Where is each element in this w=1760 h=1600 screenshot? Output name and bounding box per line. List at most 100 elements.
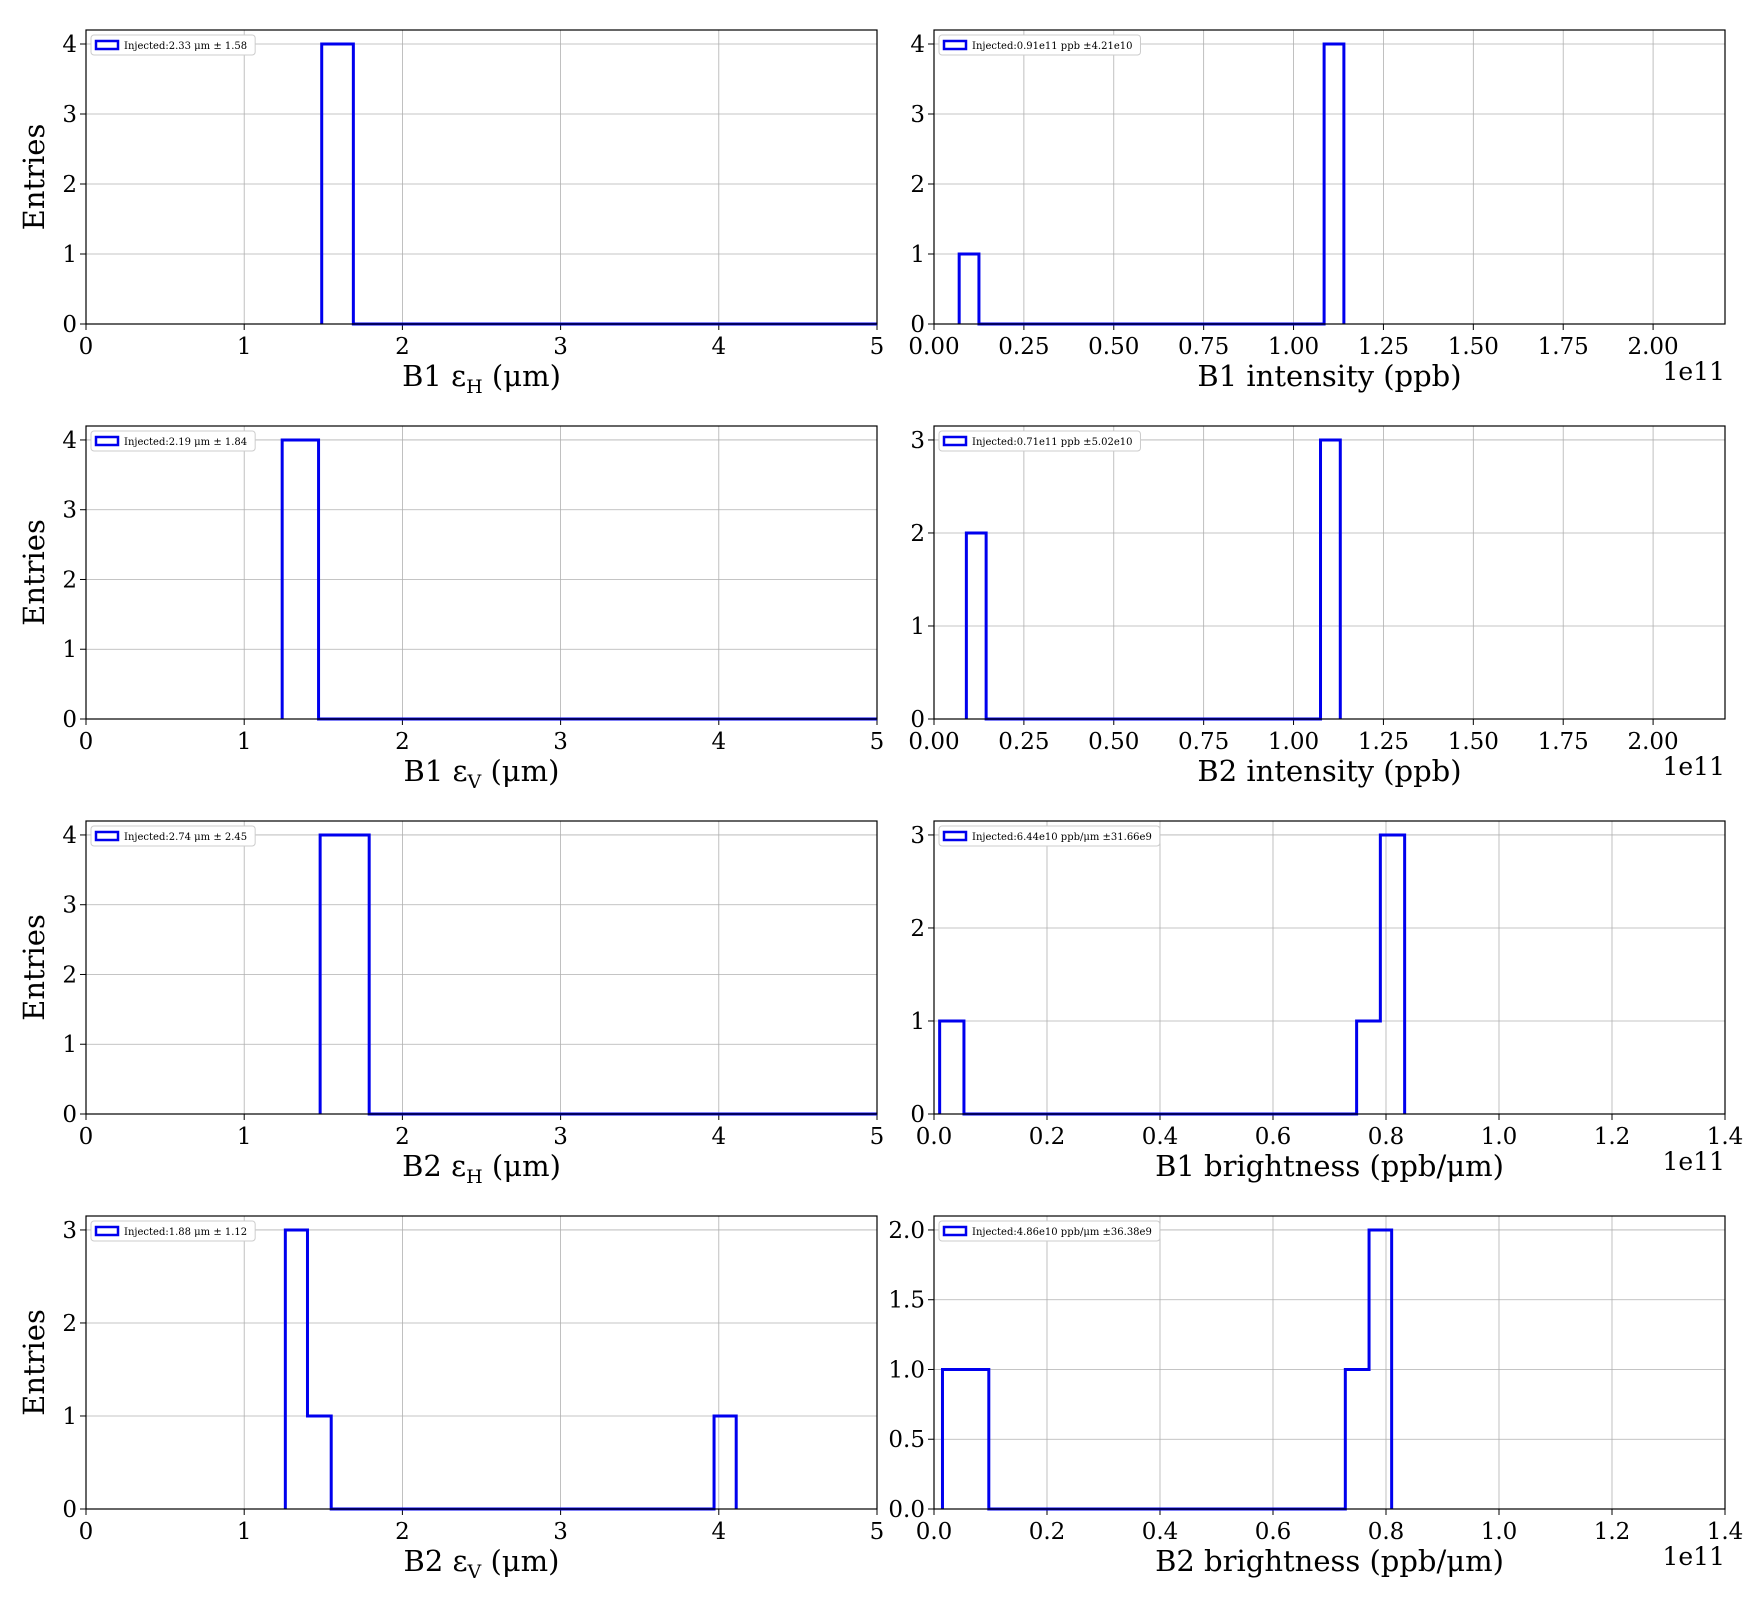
y-tick-label: 3 (910, 102, 925, 128)
x-tick-label: 3 (553, 729, 568, 755)
x-tick-label: 0 (79, 1124, 94, 1150)
x-tick-label: 5 (870, 729, 885, 755)
y-tick-label: 4 (910, 32, 925, 58)
histogram-step-line (940, 1228, 1394, 1511)
x-tick-label: 2 (395, 1124, 410, 1150)
y-tick-label: 0 (910, 707, 925, 733)
x-tick-label: 1.4 (1707, 1124, 1744, 1150)
x-tick-label: 0.00 (908, 334, 959, 360)
x-tick-label: 1.50 (1448, 334, 1499, 360)
x-tick-label: 0.0 (916, 1519, 953, 1545)
legend-box (938, 825, 1161, 847)
x-axis-label: B1 intensity (ppb) (1197, 359, 1461, 393)
legend: Injected:2.74 μm ± 2.45 (90, 825, 256, 847)
y-tick-label: 2 (910, 521, 925, 547)
legend-box (938, 430, 1141, 452)
x-tick-label: 0 (79, 334, 94, 360)
y-tick-label: 0.5 (888, 1427, 925, 1453)
y-tick-label: 0 (910, 1102, 925, 1128)
x-tick-label: 0.2 (1029, 1124, 1066, 1150)
x-axis-label: B2 εH (μm) (402, 1149, 561, 1188)
y-tick-label: 1 (910, 614, 925, 640)
y-tick-label: 0 (62, 1102, 77, 1128)
x-tick-label: 1.25 (1358, 334, 1409, 360)
legend-entry: Injected:2.74 μm ± 2.45 (124, 832, 247, 843)
legend-swatch (94, 39, 120, 51)
y-axis-label: Entries (17, 519, 51, 626)
x-tick-label: 4 (711, 1124, 726, 1150)
y-tick-label: 2 (62, 567, 77, 593)
legend-box (938, 1220, 1161, 1242)
legend-entry: Injected:4.86e10 ppb/μm ±36.38e9 (972, 1227, 1152, 1238)
x-tick-label: 1.25 (1358, 729, 1409, 755)
y-tick-label: 0 (910, 312, 925, 338)
y-axis-label: Entries (17, 124, 51, 231)
axes-frame (933, 29, 1726, 325)
x-tick-label: 0.25 (998, 729, 1049, 755)
histogram-panel-2: 0.00 0.25 0.50 0.75 1.00 1.25 1.50 1.75 2.00 0 1 2 3… (908, 29, 1726, 393)
x-tick-label: 0 (79, 1519, 94, 1545)
x-tick-label: 1 (237, 334, 252, 360)
x-offset-label: 1e11 (1662, 752, 1725, 781)
x-tick-label: 0.25 (998, 334, 1049, 360)
histogram-panel-6: 0.0 0.2 0.4 0.6 0.8 1.0 1.2 1.4 0 1 2 3 Injected:6.4… (910, 820, 1744, 1183)
x-tick-label: 0 (79, 729, 94, 755)
y-tick-label: 1 (62, 242, 77, 268)
x-tick-label: 1.4 (1707, 1519, 1744, 1545)
y-tick-label: 1 (62, 637, 77, 663)
histogram-panel-3: 0 1 2 3 4 5 0 1 2 3 4 Injected:2.19 μm ± 1.84 B1 εV … (17, 425, 885, 793)
legend: Injected:0.91e11 ppb ±4.21e10 (938, 34, 1141, 56)
x-tick-label: 1.0 (1481, 1519, 1518, 1545)
legend-swatch (94, 435, 120, 447)
x-tick-label: 2.00 (1627, 334, 1678, 360)
y-tick-label: 2.0 (888, 1218, 925, 1244)
x-tick-label: 1.2 (1594, 1124, 1631, 1150)
x-tick-label: 0.50 (1088, 729, 1139, 755)
legend: Injected:2.19 μm ± 1.84 (90, 430, 256, 452)
legend-swatch (94, 830, 120, 842)
x-tick-label: 1.75 (1538, 334, 1589, 360)
legend: Injected:6.44e10 ppb/μm ±31.66e9 (938, 825, 1161, 847)
y-tick-label: 1 (62, 1032, 77, 1058)
axes-frame (85, 820, 878, 1115)
histogram-step-line (964, 438, 1342, 721)
y-tick-label: 3 (62, 102, 77, 128)
y-tick-label: 3 (910, 428, 925, 454)
x-tick-label: 0.0 (916, 1124, 953, 1150)
histogram-step-line (938, 833, 1407, 1116)
legend-box (90, 1220, 256, 1242)
y-tick-label: 2 (910, 916, 925, 942)
x-tick-label: 0.75 (1178, 334, 1229, 360)
histogram-panel-4: 0.00 0.25 0.50 0.75 1.00 1.25 1.50 1.75 2.00 0 1 2 3… (908, 425, 1726, 788)
x-tick-label: 0.4 (1142, 1124, 1179, 1150)
x-tick-label: 5 (870, 1519, 885, 1545)
legend-entry: Injected:2.33 μm ± 1.58 (124, 41, 247, 52)
x-tick-label: 3 (553, 334, 568, 360)
legend-entry: Injected:0.91e11 ppb ±4.21e10 (972, 41, 1132, 52)
x-tick-label: 1.00 (1268, 334, 1319, 360)
y-tick-label: 3 (62, 1218, 77, 1244)
histogram-panel-7: 0 1 2 3 4 5 0 1 2 3 Injected:1.88 μm ± 1.12 B2 εV (… (17, 1215, 885, 1583)
axes-frame (85, 425, 878, 720)
y-tick-label: 4 (62, 823, 77, 849)
axes-frame (933, 820, 1726, 1115)
y-tick-label: 4 (62, 428, 77, 454)
x-axis-label: B2 intensity (ppb) (1197, 754, 1461, 788)
legend: Injected:2.33 μm ± 1.58 (90, 34, 256, 56)
histogram-panel-5: 0 1 2 3 4 5 0 1 2 3 4 Injected:2.74 μm ± 2.45 B2 εH … (17, 820, 885, 1188)
x-offset-label: 1e11 (1662, 357, 1725, 386)
y-axis-label: Entries (17, 1309, 51, 1416)
legend: Injected:4.86e10 ppb/μm ±36.38e9 (938, 1220, 1161, 1242)
x-tick-label: 1.00 (1268, 729, 1319, 755)
x-tick-label: 5 (870, 1124, 885, 1150)
x-tick-label: 0.75 (1178, 729, 1229, 755)
x-tick-label: 2.00 (1627, 729, 1678, 755)
legend-swatch (942, 1225, 968, 1237)
y-tick-label: 2 (62, 172, 77, 198)
y-tick-label: 2 (62, 962, 77, 988)
y-tick-label: 1.0 (888, 1357, 925, 1383)
histogram-panel-8: 0.0 0.2 0.4 0.6 0.8 1.0 1.2 1.4 0.0 0.5 1.0 1.5 2.0 I… (888, 1215, 1744, 1578)
x-tick-label: 4 (711, 334, 726, 360)
x-tick-label: 0.6 (1255, 1124, 1292, 1150)
